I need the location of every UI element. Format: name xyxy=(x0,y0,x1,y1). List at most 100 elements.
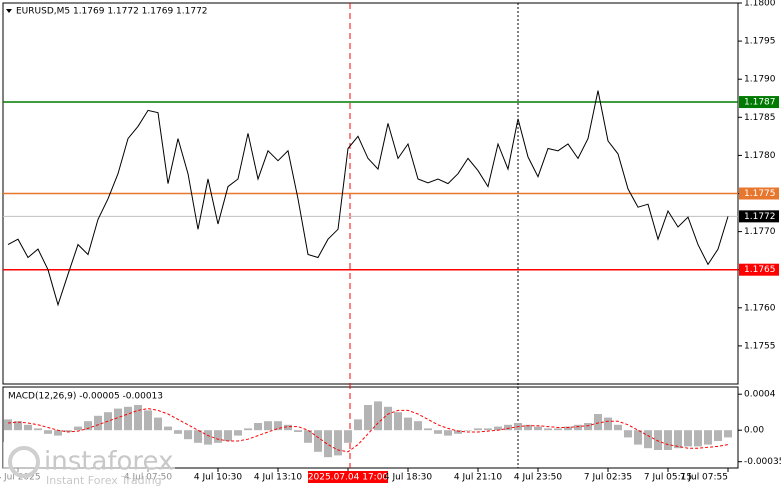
level-label: 1.1765 xyxy=(744,265,776,275)
y-tick-label: 1.1790 xyxy=(744,75,776,85)
histogram-bar xyxy=(554,428,562,431)
histogram-bar xyxy=(214,430,222,443)
histogram-bar xyxy=(724,430,732,438)
histogram-bar xyxy=(664,430,672,450)
level-label-box xyxy=(739,187,779,200)
histogram-bar xyxy=(84,421,92,431)
histogram-bar xyxy=(164,426,172,431)
histogram-bar xyxy=(224,430,232,441)
histogram-bar xyxy=(14,421,22,431)
y-tick-label: 1.1800 xyxy=(744,0,776,9)
histogram-bar xyxy=(374,401,382,431)
histogram-bar xyxy=(304,430,312,443)
histogram-bar xyxy=(584,423,592,431)
level-label: 1.1772 xyxy=(744,212,776,222)
histogram-bar xyxy=(434,430,442,434)
histogram-bar xyxy=(574,424,582,431)
x-label-highlight xyxy=(308,471,388,483)
level-label-box xyxy=(739,263,779,276)
histogram-bar xyxy=(424,428,432,431)
histogram-bar xyxy=(444,430,452,436)
menu-arrow xyxy=(6,9,12,13)
histogram-bar xyxy=(274,421,282,431)
histogram-bar xyxy=(604,417,612,431)
level-label-box xyxy=(739,210,779,223)
histogram-bar xyxy=(44,430,52,434)
watermark: instaforex Instant Forex Trading xyxy=(3,442,175,487)
histogram-bar xyxy=(404,417,412,431)
histogram-bar xyxy=(264,421,272,431)
histogram-bar xyxy=(194,430,202,443)
histogram-bar xyxy=(364,405,372,431)
y-tick-label: 1.1770 xyxy=(744,227,776,237)
x-tick-label: 7 Jul 05:15 xyxy=(644,473,692,483)
y-tick-label: -0.00035 xyxy=(744,457,781,467)
histogram-bar xyxy=(74,426,82,431)
x-tick-label: 4 Jul 13:10 xyxy=(254,473,303,483)
histogram-bar xyxy=(624,430,632,438)
histogram-bar xyxy=(684,430,692,447)
histogram-bar xyxy=(524,424,532,431)
histogram-bar xyxy=(384,406,392,431)
layers: 1.1755 1.1760 1.1765 1.1770 1.1775 1.1780 1.17… xyxy=(0,0,781,483)
histogram-bar xyxy=(244,428,252,431)
histogram-bar xyxy=(644,430,652,449)
level-label-box xyxy=(739,96,779,109)
histogram-bar xyxy=(344,430,352,443)
y-tick-label: 0.00 xyxy=(744,426,764,436)
x-tick-label: 4 Jul 10:30 xyxy=(194,473,243,483)
histogram-bar xyxy=(114,408,122,431)
watermark-tagline: Instant Forex Trading xyxy=(46,474,162,487)
chart-title: EURUSD,M5 1.1769 1.1772 1.1769 1.1772 xyxy=(16,7,208,17)
x-tick-label: 7 Jul 02:35 xyxy=(584,473,632,483)
histogram-bar xyxy=(124,406,132,431)
y-tick-label: 1.1785 xyxy=(744,113,776,123)
histogram-bar xyxy=(394,412,402,431)
x-tick-label: 7 Jul 07:55 xyxy=(680,473,728,483)
watermark-logo xyxy=(8,446,40,478)
histogram-bar xyxy=(634,430,642,445)
histogram-bar xyxy=(594,414,602,431)
y-tick-label: 1.1795 xyxy=(744,37,776,47)
histogram-bar xyxy=(204,430,212,445)
histogram-bar xyxy=(544,428,552,431)
x-tick-label: 2025.07.04 17:00 xyxy=(308,473,389,483)
histogram-bar xyxy=(64,430,72,432)
macd-title: MACD(12,26,9) -0.00005 -0.00013 xyxy=(8,392,163,402)
histogram-bar xyxy=(134,405,142,431)
histogram-bar xyxy=(464,430,472,431)
histogram-bar xyxy=(254,423,262,431)
histogram-bar xyxy=(494,426,502,431)
x-tick-label: 4 Jul 18:30 xyxy=(384,473,433,483)
histogram-bar xyxy=(154,417,162,431)
histogram-bar xyxy=(234,430,242,436)
histogram-bar xyxy=(654,430,662,450)
histogram-bar xyxy=(174,430,182,434)
histogram-bar xyxy=(614,424,622,431)
histogram-bar xyxy=(454,430,462,434)
histogram-bar xyxy=(144,410,152,431)
y-tick-label: 1.1780 xyxy=(744,151,776,161)
series-line xyxy=(7,90,729,307)
histogram-bar xyxy=(504,424,512,431)
histogram-bar xyxy=(694,430,702,447)
level-label: 1.1775 xyxy=(744,189,776,199)
y-tick-label: 1.1755 xyxy=(744,341,776,351)
histogram-bar xyxy=(474,428,482,431)
histogram-bar xyxy=(294,430,302,432)
histogram-bar xyxy=(564,426,572,431)
histogram-bar xyxy=(714,430,722,441)
x-tick-label: 4 Jul 21:10 xyxy=(454,473,503,483)
histogram-bar xyxy=(674,430,682,449)
x-tick-label: 4 Jul 23:50 xyxy=(514,473,563,483)
y-tick-label: 1.1760 xyxy=(744,303,776,313)
histogram-bar xyxy=(314,430,322,452)
histogram-bar xyxy=(94,415,102,431)
histogram-bar xyxy=(334,430,342,456)
histogram-bar xyxy=(184,430,192,440)
series-line xyxy=(7,408,729,453)
histogram-bar xyxy=(704,430,712,445)
histogram-bar xyxy=(54,430,62,436)
watermark-name: instaforex xyxy=(44,447,173,477)
histogram-bar xyxy=(484,428,492,431)
